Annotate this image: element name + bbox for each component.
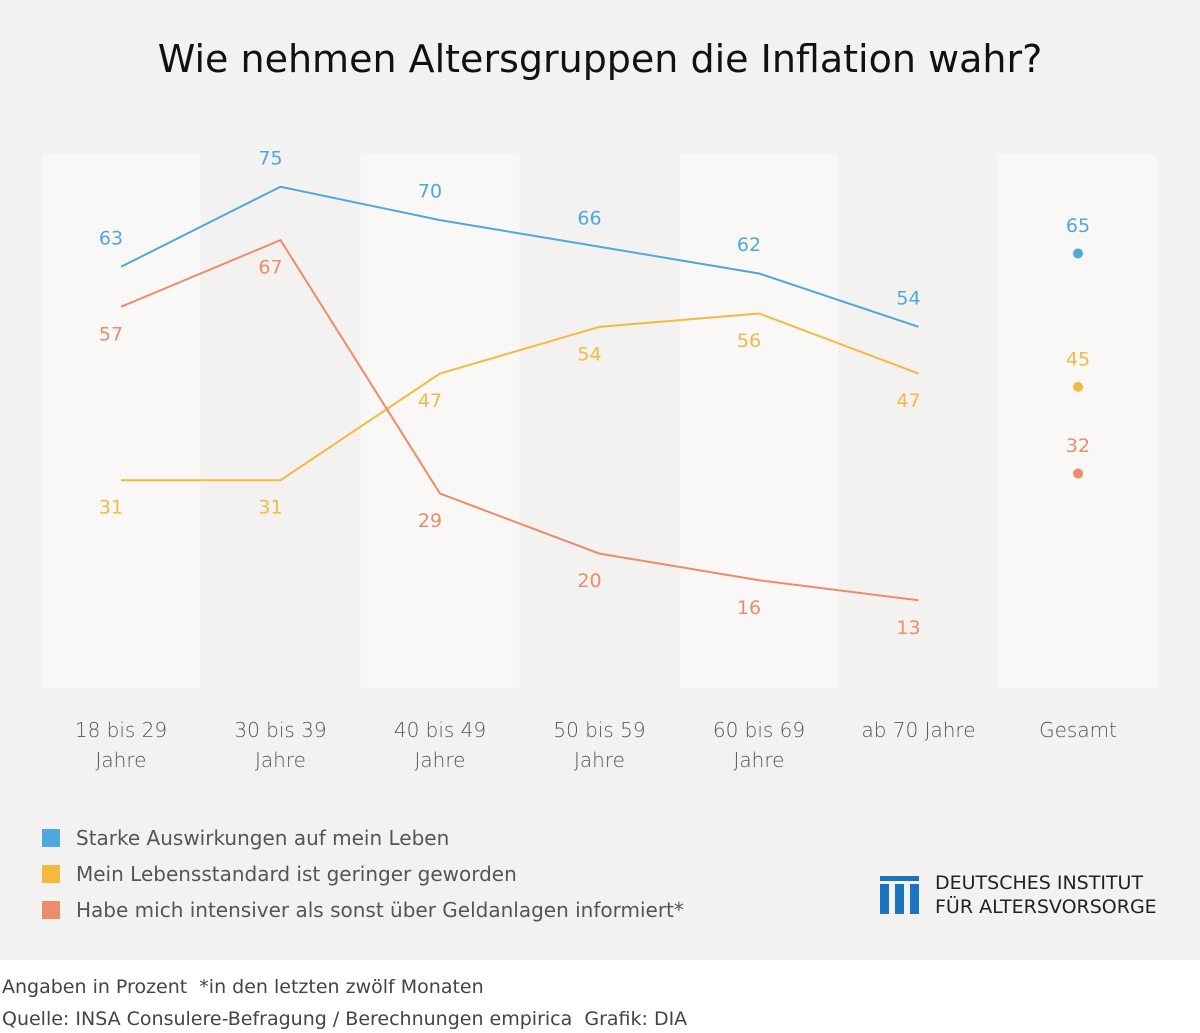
x-tick-label: 18 bis 29 Jahre	[74, 718, 168, 772]
legend-swatch	[42, 865, 60, 883]
chart-title: Wie nehmen Altersgruppen die Inflation w…	[158, 37, 1042, 81]
note: Quelle: INSA Consulere-Befragung / Berec…	[2, 1008, 688, 1030]
data-label: 47	[418, 390, 442, 412]
x-tick-label: 40 bis 49 Jahre	[393, 718, 487, 772]
column-band	[41, 155, 201, 688]
logo-text: FÜR ALTERSVORSORGE	[935, 896, 1157, 918]
data-label: 70	[418, 181, 442, 203]
note: Angaben in Prozent *in den letzten zwölf…	[2, 976, 484, 998]
legend-label: Mein Lebensstandard ist geringer geworde…	[76, 862, 517, 886]
data-label: 20	[577, 570, 601, 592]
x-tick-label: Gesamt	[1039, 718, 1117, 742]
data-label: 66	[577, 207, 601, 229]
legend-label: Starke Auswirkungen auf mein Leben	[76, 826, 450, 850]
legend-item: Habe mich intensiver als sonst über Geld…	[42, 898, 684, 922]
total-dot	[1073, 381, 1083, 392]
data-label: 16	[737, 597, 761, 619]
logo-icon	[880, 876, 919, 914]
data-label: 13	[896, 617, 920, 639]
data-label: 65	[1066, 215, 1090, 237]
x-tick-label: 50 bis 59 Jahre	[553, 718, 646, 772]
column-band	[679, 155, 839, 688]
x-tick-label: 60 bis 69 Jahre	[712, 718, 806, 772]
data-label: 54	[896, 287, 920, 309]
data-label: 31	[99, 497, 123, 519]
legend-item: Starke Auswirkungen auf mein Leben	[42, 826, 449, 850]
data-label: 56	[737, 330, 761, 352]
data-label: 45	[1066, 348, 1090, 370]
legend-label: Habe mich intensiver als sonst über Geld…	[76, 898, 684, 922]
data-label: 31	[258, 497, 282, 519]
column-band	[360, 155, 520, 688]
data-label: 29	[418, 510, 442, 532]
x-tick-label: ab 70 Jahre	[861, 718, 976, 742]
data-label: 63	[99, 227, 123, 249]
legend-swatch	[42, 829, 60, 847]
x-tick-label: 30 bis 39 Jahre	[234, 718, 327, 772]
data-label: 54	[577, 343, 601, 365]
series-line	[120, 185, 919, 328]
total-dot	[1073, 468, 1083, 479]
series-line	[120, 238, 919, 602]
legend-item: Mein Lebensstandard ist geringer geworde…	[42, 862, 517, 886]
total-dot	[1073, 248, 1083, 259]
data-label: 32	[1066, 435, 1090, 457]
column-band	[998, 155, 1158, 688]
series-line	[121, 312, 919, 482]
data-label: 62	[737, 234, 761, 256]
data-label: 47	[896, 390, 920, 412]
data-label: 75	[258, 147, 282, 169]
data-label: 57	[99, 323, 123, 345]
legend-swatch	[42, 901, 60, 919]
logo-text: DEUTSCHES INSTITUT	[935, 872, 1144, 894]
data-label: 67	[258, 257, 282, 279]
